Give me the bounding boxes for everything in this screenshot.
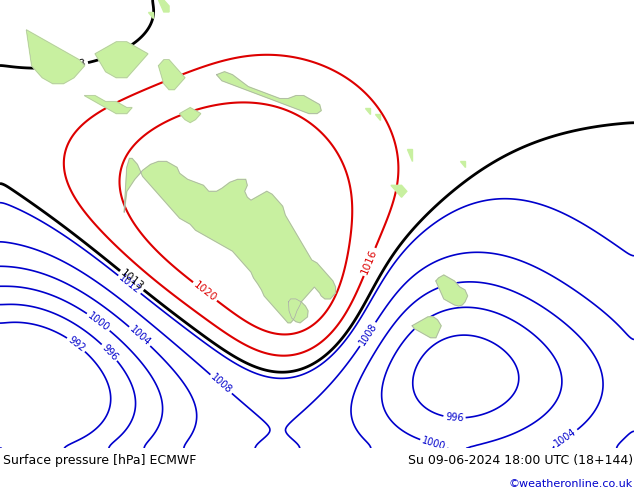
- Polygon shape: [288, 299, 308, 323]
- Text: 1020: 1020: [191, 279, 219, 303]
- Text: 1008: 1008: [357, 321, 378, 347]
- Polygon shape: [124, 158, 335, 323]
- Polygon shape: [158, 0, 169, 12]
- Polygon shape: [460, 161, 465, 168]
- Text: 996: 996: [100, 343, 120, 363]
- Text: Surface pressure [hPa] ECMWF: Surface pressure [hPa] ECMWF: [3, 454, 197, 467]
- Polygon shape: [27, 30, 84, 84]
- Polygon shape: [436, 275, 467, 306]
- Text: ©weatheronline.co.uk: ©weatheronline.co.uk: [508, 479, 633, 489]
- Polygon shape: [158, 60, 185, 90]
- Polygon shape: [375, 114, 380, 120]
- Polygon shape: [391, 185, 407, 197]
- Text: 1013: 1013: [60, 58, 87, 73]
- Polygon shape: [95, 42, 148, 78]
- Text: 992: 992: [66, 335, 87, 354]
- Text: 1012: 1012: [117, 273, 142, 296]
- Polygon shape: [365, 108, 370, 114]
- Text: 1008: 1008: [209, 372, 234, 396]
- Text: 1000: 1000: [86, 311, 112, 333]
- Polygon shape: [217, 72, 321, 114]
- Polygon shape: [412, 317, 441, 338]
- Text: 1000: 1000: [420, 436, 447, 452]
- Polygon shape: [84, 96, 132, 114]
- Text: 1004: 1004: [553, 427, 579, 449]
- Text: 1016: 1016: [360, 248, 379, 276]
- Polygon shape: [407, 149, 412, 161]
- Text: 1004: 1004: [127, 324, 152, 348]
- Text: Su 09-06-2024 18:00 UTC (18+144): Su 09-06-2024 18:00 UTC (18+144): [408, 454, 633, 467]
- Text: 996: 996: [445, 412, 464, 423]
- Polygon shape: [148, 12, 153, 18]
- Polygon shape: [179, 108, 201, 122]
- Text: 1013: 1013: [119, 268, 145, 293]
